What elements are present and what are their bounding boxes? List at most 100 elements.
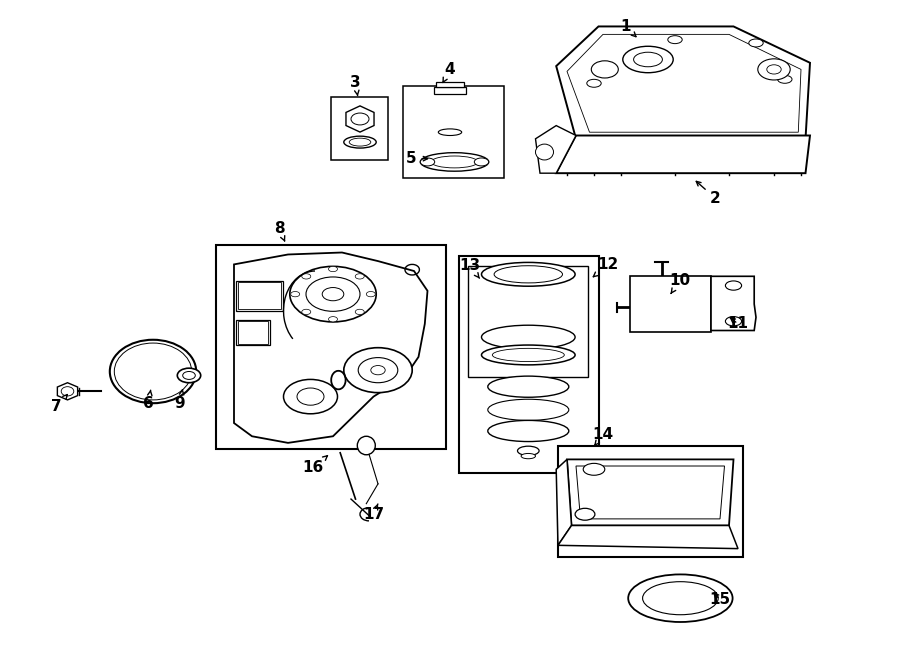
Ellipse shape [420, 158, 435, 166]
Ellipse shape [628, 574, 733, 622]
Ellipse shape [328, 317, 338, 322]
Ellipse shape [302, 309, 310, 315]
Bar [459, 256, 598, 473]
Text: 1: 1 [620, 19, 636, 37]
Ellipse shape [645, 287, 696, 321]
Bar [468, 266, 588, 377]
Ellipse shape [146, 366, 160, 377]
Ellipse shape [110, 340, 196, 403]
Polygon shape [567, 34, 801, 132]
Ellipse shape [177, 368, 201, 383]
Ellipse shape [438, 129, 462, 136]
Ellipse shape [290, 266, 376, 322]
Ellipse shape [61, 387, 74, 396]
Ellipse shape [431, 156, 478, 168]
Text: 5: 5 [406, 151, 428, 166]
Bar [238, 282, 281, 309]
Text: 10: 10 [669, 274, 690, 293]
Ellipse shape [488, 420, 569, 442]
Ellipse shape [749, 39, 763, 47]
Text: 16: 16 [302, 455, 328, 475]
Text: 12: 12 [593, 257, 619, 277]
Ellipse shape [349, 138, 371, 146]
Bar [216, 245, 446, 449]
Polygon shape [556, 26, 810, 139]
Ellipse shape [583, 463, 605, 475]
Polygon shape [576, 466, 724, 519]
Ellipse shape [302, 274, 310, 279]
Ellipse shape [420, 153, 489, 171]
Ellipse shape [660, 297, 681, 311]
Ellipse shape [297, 388, 324, 405]
Bar [558, 446, 742, 557]
Ellipse shape [725, 317, 742, 326]
Polygon shape [536, 126, 576, 173]
Text: 6: 6 [143, 390, 154, 410]
Text: 7: 7 [51, 395, 68, 414]
Bar [434, 87, 466, 94]
Ellipse shape [492, 348, 564, 362]
Polygon shape [556, 459, 572, 545]
Ellipse shape [366, 292, 375, 297]
Polygon shape [346, 106, 374, 132]
Ellipse shape [482, 325, 575, 349]
Ellipse shape [322, 288, 344, 301]
Polygon shape [567, 459, 734, 525]
Bar [630, 276, 711, 332]
Ellipse shape [371, 366, 385, 375]
Ellipse shape [488, 399, 569, 420]
Bar [236, 281, 283, 311]
Ellipse shape [767, 65, 781, 74]
Ellipse shape [633, 278, 708, 330]
Ellipse shape [591, 61, 618, 78]
Ellipse shape [357, 436, 375, 455]
Ellipse shape [351, 113, 369, 125]
Ellipse shape [725, 281, 742, 290]
Polygon shape [558, 525, 738, 549]
Ellipse shape [135, 358, 171, 385]
Ellipse shape [488, 376, 569, 397]
Bar [238, 321, 268, 344]
Ellipse shape [521, 453, 535, 459]
Ellipse shape [623, 46, 673, 73]
Ellipse shape [634, 52, 662, 67]
Polygon shape [234, 253, 428, 443]
Ellipse shape [328, 266, 338, 272]
Text: 11: 11 [727, 317, 749, 331]
Ellipse shape [356, 274, 364, 279]
Bar [403, 86, 504, 178]
Polygon shape [556, 136, 810, 173]
Text: 2: 2 [697, 181, 721, 206]
Bar [436, 82, 464, 87]
Ellipse shape [284, 379, 338, 414]
Ellipse shape [121, 348, 185, 395]
Ellipse shape [494, 266, 562, 283]
Ellipse shape [482, 345, 575, 365]
Text: 4: 4 [443, 62, 455, 83]
Ellipse shape [306, 277, 360, 311]
Ellipse shape [587, 79, 601, 87]
Bar [236, 320, 270, 345]
Ellipse shape [183, 371, 195, 379]
Ellipse shape [778, 75, 792, 83]
Polygon shape [58, 383, 77, 400]
Polygon shape [711, 276, 756, 330]
Ellipse shape [518, 446, 539, 455]
Ellipse shape [668, 36, 682, 44]
Text: 17: 17 [363, 504, 384, 522]
Bar [331, 97, 388, 160]
Text: 8: 8 [274, 221, 284, 241]
Text: 14: 14 [592, 428, 614, 446]
Text: 9: 9 [175, 390, 185, 410]
Ellipse shape [344, 348, 412, 393]
Ellipse shape [575, 508, 595, 520]
Text: 13: 13 [459, 258, 481, 278]
Ellipse shape [643, 582, 718, 615]
Text: 3: 3 [350, 75, 361, 96]
Ellipse shape [344, 136, 376, 148]
Ellipse shape [474, 158, 489, 166]
Ellipse shape [291, 292, 300, 297]
Ellipse shape [356, 309, 364, 315]
Ellipse shape [758, 59, 790, 80]
Ellipse shape [536, 144, 554, 160]
